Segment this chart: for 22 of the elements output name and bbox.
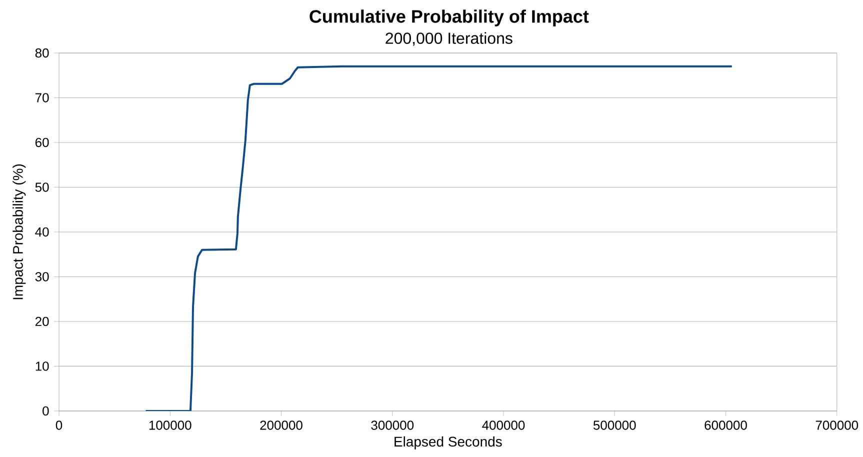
y-tick-label: 80 [35, 48, 49, 58]
x-tick-label: 300000 [371, 420, 414, 430]
y-axis-title: Impact Probability (%) [12, 164, 26, 300]
x-tick-label: 600000 [704, 420, 747, 430]
x-axis-title: Elapsed Seconds [394, 436, 502, 450]
x-tick-label: 100000 [149, 420, 192, 430]
chart-subtitle: 200,000 Iterations [386, 32, 512, 46]
chart-title: Cumulative Probability of Impact [310, 10, 589, 26]
y-tick-label: 0 [42, 406, 49, 416]
x-tick-label: 200000 [260, 420, 302, 430]
y-tick-label: 50 [35, 182, 49, 192]
x-tick-label: 700000 [816, 420, 858, 430]
y-tick-label: 70 [35, 93, 49, 102]
y-tick-label: 30 [35, 272, 49, 282]
x-tick-label: 500000 [593, 420, 636, 430]
y-tick-label: 10 [36, 362, 49, 371]
y-tick-label: 60 [35, 138, 49, 148]
y-tick-label: 40 [35, 227, 49, 237]
line-series [144, 65, 733, 411]
y-tick-label: 20 [35, 316, 49, 326]
x-tick-label: 0 [56, 420, 62, 430]
x-tick-label: 400000 [482, 420, 525, 430]
